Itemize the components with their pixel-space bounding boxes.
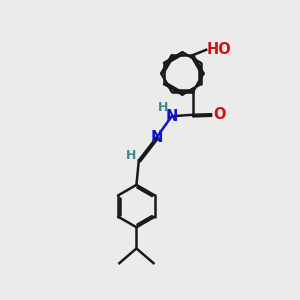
- Text: HO: HO: [207, 42, 232, 57]
- Text: H: H: [158, 101, 168, 114]
- Text: H: H: [125, 148, 136, 162]
- Text: N: N: [150, 130, 163, 145]
- Text: O: O: [214, 107, 226, 122]
- Text: N: N: [166, 109, 178, 124]
